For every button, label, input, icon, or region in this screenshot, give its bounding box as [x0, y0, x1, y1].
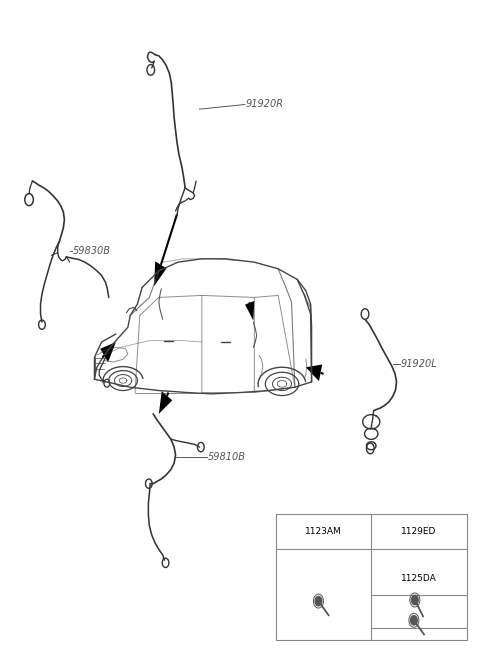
Polygon shape — [306, 365, 322, 381]
Circle shape — [410, 616, 417, 625]
Text: 1129ED: 1129ED — [401, 527, 437, 536]
Text: 1123AM: 1123AM — [305, 527, 342, 536]
Text: 91920L: 91920L — [401, 359, 437, 369]
Text: 1125DA: 1125DA — [401, 574, 437, 583]
Circle shape — [315, 597, 322, 606]
Polygon shape — [154, 261, 167, 286]
Polygon shape — [159, 391, 172, 414]
Polygon shape — [245, 301, 254, 321]
Bar — [276, 514, 467, 640]
Circle shape — [411, 595, 418, 605]
Text: 59830B: 59830B — [73, 246, 111, 256]
Polygon shape — [100, 342, 116, 362]
Text: 91920R: 91920R — [246, 100, 284, 110]
Text: 59810B: 59810B — [207, 452, 246, 462]
